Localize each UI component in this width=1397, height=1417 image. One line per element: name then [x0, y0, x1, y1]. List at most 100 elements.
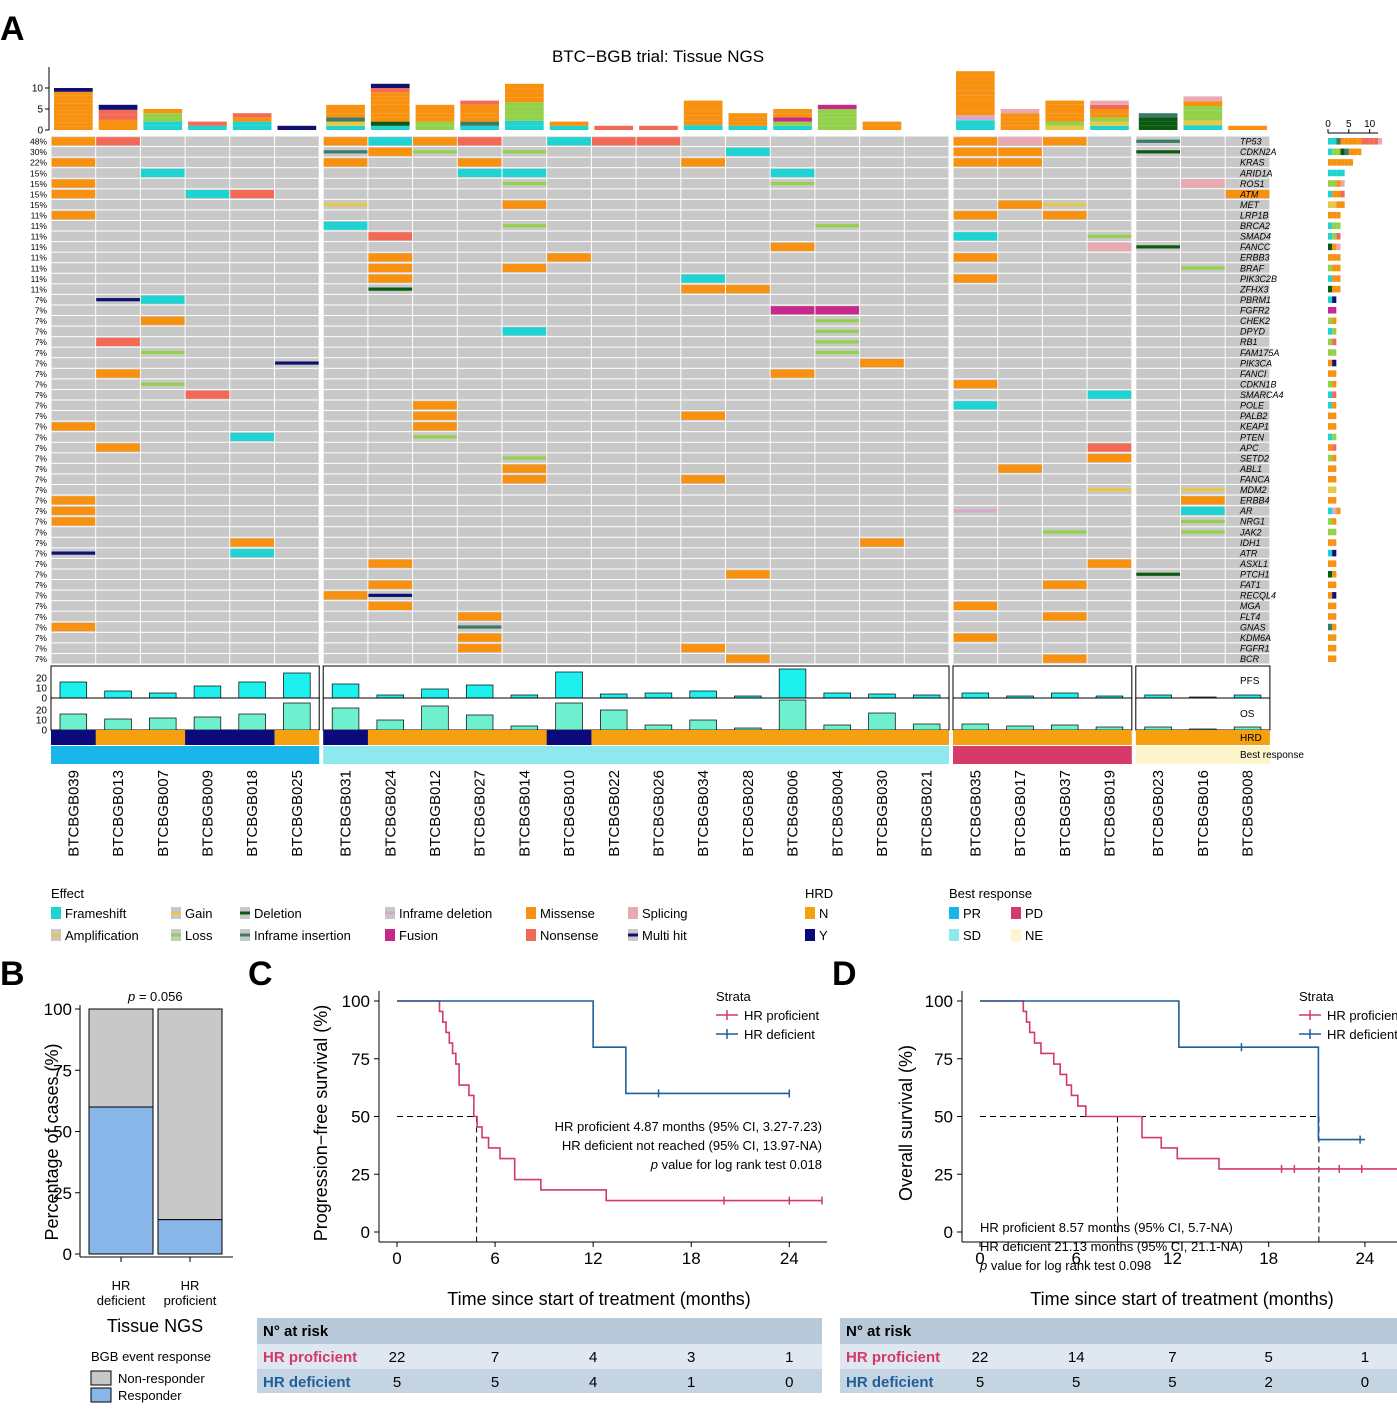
oncoprint-cell [185, 347, 230, 358]
oncoprint-cell [368, 199, 413, 210]
oncoprint-cell [770, 474, 815, 484]
best-response-cell [859, 746, 905, 764]
oncoprint-cell [185, 157, 230, 168]
oncoprint-cell [591, 189, 636, 199]
oncoprint-cell [998, 484, 1042, 495]
risk-table-row-bg [840, 1369, 1397, 1393]
oncoprint-cell [547, 632, 591, 643]
track-frame [322, 665, 950, 699]
oncoprint-cell [457, 432, 502, 442]
gene-percentage: 7% [35, 517, 48, 527]
oncoprint-cell [547, 242, 591, 252]
panel-b-y-tick-label: 100 [44, 1000, 72, 1019]
oncoprint-cell [413, 189, 457, 199]
oncoprint-cell [1225, 136, 1270, 147]
oncoprint-cell [998, 263, 1042, 273]
alteration-mark [51, 551, 96, 555]
alteration-mark [1042, 654, 1087, 663]
oncoprint-cell [815, 516, 860, 527]
gene-bar-segment [1328, 560, 1333, 567]
gene-bar-segment [1344, 159, 1349, 166]
oncoprint-cell [681, 632, 725, 643]
oncoprint-cell [275, 220, 319, 231]
oncoprint-cell [1136, 400, 1180, 411]
alteration-mark [1181, 179, 1225, 188]
oncoprint-cell [502, 273, 547, 284]
km-x-tick-label: 18 [1259, 1249, 1278, 1268]
oncoprint-cell [815, 284, 860, 294]
panel-b-y-tick-label: 25 [53, 1184, 72, 1203]
sample-bar-segment [415, 109, 455, 114]
oncoprint-cell [770, 506, 815, 516]
oncoprint-cell [413, 442, 457, 453]
best-response-cell [1087, 746, 1132, 764]
alteration-mark [1136, 150, 1180, 154]
sample-bar-segment [232, 113, 272, 118]
gene-bar-segment [1332, 328, 1337, 335]
oncoprint-cell [323, 168, 368, 178]
oncoprint-cell [636, 484, 681, 495]
oncoprint-cell [413, 590, 457, 601]
oncoprint-cell [275, 389, 319, 400]
legend-effect-title: Effect [51, 886, 84, 901]
oncoprint-cell [904, 601, 949, 611]
gene-percentage: 7% [35, 601, 48, 611]
oncoprint-cell [726, 601, 770, 611]
oncoprint-cell [1042, 347, 1087, 358]
oncoprint-cell [1087, 220, 1132, 231]
oncoprint-cell [51, 611, 96, 622]
oncoprint-cell [51, 252, 96, 263]
oncoprint-cell [368, 220, 413, 231]
strata-legend-label: HR proficient [744, 1008, 820, 1023]
alteration-mark [457, 137, 502, 146]
legend-swatch [240, 933, 250, 937]
best-response-cell [185, 746, 231, 764]
gene-label: MGA [1240, 601, 1261, 611]
oncoprint-cell [815, 168, 860, 178]
oncoprint-cell [1136, 284, 1180, 294]
gene-label: RECQL4 [1240, 591, 1276, 601]
panel-b-pvalue: p = 0.056 [127, 989, 183, 1004]
oncoprint-cell [998, 252, 1042, 263]
oncoprint-cell [636, 189, 681, 199]
oncoprint-cell [815, 189, 860, 199]
sample-bar-segment [326, 109, 365, 114]
oncoprint-cell [1087, 178, 1132, 189]
oncoprint-cell [953, 537, 998, 548]
oncoprint-cell [681, 316, 725, 326]
oncoprint-cell [953, 463, 998, 474]
risk-table-value: 5 [976, 1374, 984, 1391]
oncoprint-cell [547, 474, 591, 484]
oncoprint-cell [1042, 326, 1087, 337]
oncoprint-cell [1042, 601, 1087, 611]
sample-bar-segment [143, 109, 183, 114]
alteration-mark [51, 211, 96, 220]
oncoprint-cell [904, 294, 949, 305]
alteration-mark [413, 411, 457, 420]
gene-percentage: 7% [35, 506, 48, 516]
oncoprint-cell [230, 601, 274, 611]
gene-bar-segment [1340, 159, 1345, 166]
risk-table-row-label: HR deficient [263, 1374, 351, 1391]
oncoprint-cell [323, 569, 368, 580]
oncoprint-cell [457, 442, 502, 453]
km-y-tick-label: 50 [934, 1108, 953, 1127]
oncoprint-cell [681, 210, 725, 220]
oncoprint-cell [1181, 347, 1225, 358]
gene-bar-segment [1373, 138, 1378, 145]
oncoprint-cell [770, 548, 815, 558]
oncoprint-cell [1225, 474, 1270, 484]
gene-label: KRAS [1240, 158, 1265, 168]
alteration-mark [502, 181, 547, 186]
oncoprint-cell [591, 411, 636, 421]
oncoprint-cell [815, 147, 860, 157]
oncoprint-cell [140, 210, 185, 220]
sample-bar-segment [460, 100, 499, 105]
oncoprint-cell [1225, 273, 1270, 284]
sample-bar-segment [728, 125, 768, 130]
sample-bar-segment [1090, 121, 1129, 126]
oncoprint-cell [1225, 326, 1270, 337]
oncoprint-cell [681, 337, 725, 347]
oncoprint-cell [1181, 474, 1225, 484]
oncoprint-cell [1181, 136, 1225, 147]
